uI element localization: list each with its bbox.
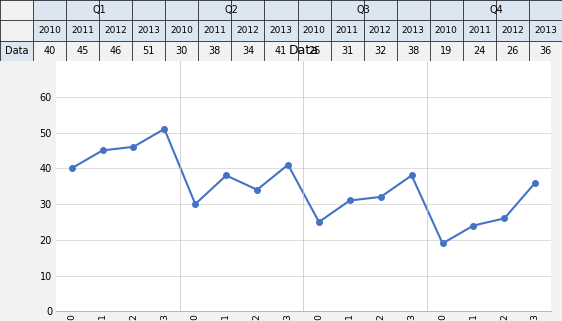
Text: 2011: 2011: [468, 26, 491, 35]
Text: 41: 41: [275, 46, 287, 56]
Text: 2013: 2013: [270, 26, 292, 35]
FancyBboxPatch shape: [33, 20, 66, 41]
Text: 2012: 2012: [105, 26, 127, 35]
Text: 2013: 2013: [137, 26, 160, 35]
Text: Q1: Q1: [92, 5, 106, 15]
Text: 2010: 2010: [38, 26, 61, 35]
Text: 2010: 2010: [435, 26, 457, 35]
Text: 2011: 2011: [203, 26, 226, 35]
Text: 25: 25: [308, 46, 320, 56]
Text: 46: 46: [110, 46, 122, 56]
Text: 40: 40: [43, 46, 56, 56]
FancyBboxPatch shape: [430, 0, 562, 20]
FancyBboxPatch shape: [364, 20, 397, 41]
FancyBboxPatch shape: [0, 41, 33, 61]
Text: 2011: 2011: [336, 26, 359, 35]
Text: 30: 30: [176, 46, 188, 56]
FancyBboxPatch shape: [66, 20, 99, 41]
FancyBboxPatch shape: [529, 20, 562, 41]
FancyBboxPatch shape: [496, 20, 529, 41]
FancyBboxPatch shape: [297, 0, 430, 20]
FancyBboxPatch shape: [165, 0, 297, 20]
Text: 38: 38: [209, 46, 221, 56]
FancyBboxPatch shape: [99, 20, 132, 41]
Text: 2013: 2013: [402, 26, 425, 35]
Text: 45: 45: [76, 46, 89, 56]
FancyBboxPatch shape: [165, 20, 198, 41]
Text: Data: Data: [5, 46, 28, 56]
Text: 2012: 2012: [237, 26, 259, 35]
Text: 31: 31: [341, 46, 353, 56]
Text: 2010: 2010: [170, 26, 193, 35]
Title: Data: Data: [288, 44, 319, 57]
Text: 34: 34: [242, 46, 254, 56]
FancyBboxPatch shape: [330, 20, 364, 41]
Text: 26: 26: [506, 46, 519, 56]
Text: 24: 24: [473, 46, 486, 56]
FancyBboxPatch shape: [198, 20, 232, 41]
Text: 38: 38: [407, 46, 419, 56]
Text: 2010: 2010: [302, 26, 325, 35]
FancyBboxPatch shape: [297, 20, 330, 41]
Text: Q2: Q2: [224, 5, 238, 15]
Text: 36: 36: [540, 46, 551, 56]
Text: 2012: 2012: [369, 26, 392, 35]
FancyBboxPatch shape: [397, 20, 430, 41]
Text: 2013: 2013: [534, 26, 557, 35]
Text: Q3: Q3: [357, 5, 370, 15]
FancyBboxPatch shape: [430, 20, 463, 41]
Text: Q4: Q4: [489, 5, 503, 15]
FancyBboxPatch shape: [232, 20, 265, 41]
Text: 32: 32: [374, 46, 386, 56]
Text: 2012: 2012: [501, 26, 524, 35]
FancyBboxPatch shape: [463, 20, 496, 41]
FancyBboxPatch shape: [33, 0, 165, 20]
Text: 51: 51: [143, 46, 155, 56]
Text: 2011: 2011: [71, 26, 94, 35]
Text: 19: 19: [440, 46, 452, 56]
FancyBboxPatch shape: [265, 20, 297, 41]
FancyBboxPatch shape: [132, 20, 165, 41]
